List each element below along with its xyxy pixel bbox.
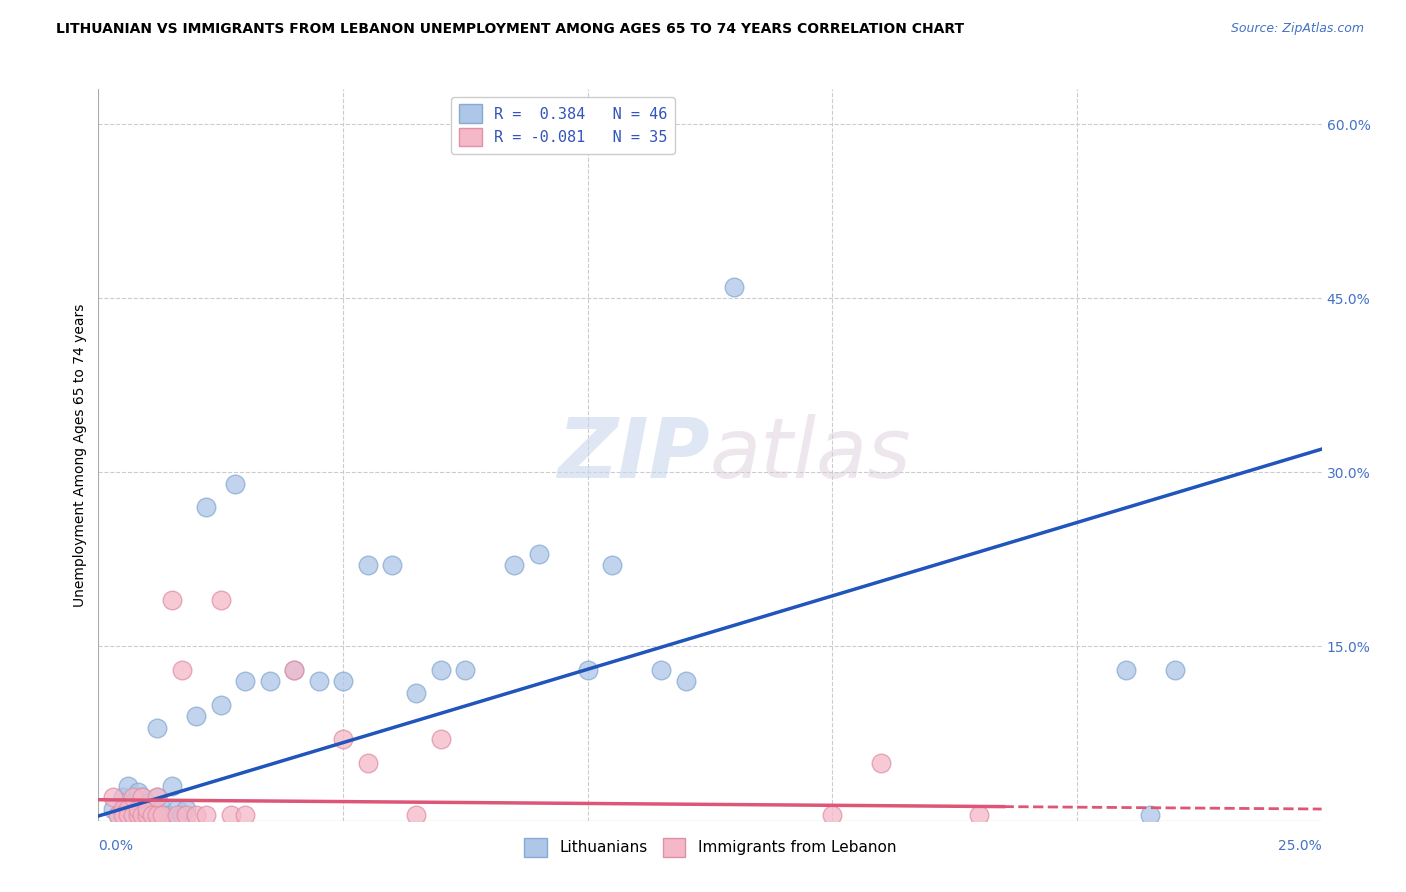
Point bbox=[308, 674, 330, 689]
Text: 25.0%: 25.0% bbox=[1278, 838, 1322, 853]
Point bbox=[117, 779, 139, 793]
Point bbox=[127, 802, 149, 816]
Point bbox=[166, 802, 188, 816]
Point bbox=[821, 807, 844, 822]
Point bbox=[176, 807, 198, 822]
Point bbox=[967, 807, 990, 822]
Point bbox=[117, 807, 139, 822]
Point bbox=[1115, 663, 1137, 677]
Point bbox=[170, 807, 193, 822]
Point bbox=[150, 802, 173, 816]
Point bbox=[195, 807, 218, 822]
Point bbox=[121, 807, 143, 822]
Point bbox=[332, 674, 354, 689]
Point bbox=[209, 593, 232, 607]
Point bbox=[503, 558, 526, 573]
Point bbox=[233, 674, 256, 689]
Point bbox=[111, 790, 134, 805]
Point bbox=[121, 807, 143, 822]
Point bbox=[117, 802, 139, 816]
Point bbox=[121, 790, 143, 805]
Point bbox=[160, 779, 183, 793]
Point bbox=[1139, 807, 1161, 822]
Point bbox=[209, 698, 232, 712]
Point bbox=[381, 558, 404, 573]
Point bbox=[146, 721, 169, 735]
Point bbox=[117, 802, 139, 816]
Point bbox=[870, 756, 893, 770]
Text: LITHUANIAN VS IMMIGRANTS FROM LEBANON UNEMPLOYMENT AMONG AGES 65 TO 74 YEARS COR: LITHUANIAN VS IMMIGRANTS FROM LEBANON UN… bbox=[56, 22, 965, 37]
Text: 0.0%: 0.0% bbox=[98, 838, 134, 853]
Point bbox=[430, 663, 453, 677]
Point bbox=[1164, 663, 1187, 677]
Point bbox=[107, 807, 129, 822]
Text: Source: ZipAtlas.com: Source: ZipAtlas.com bbox=[1230, 22, 1364, 36]
Point bbox=[127, 807, 149, 822]
Point bbox=[111, 802, 134, 816]
Point bbox=[111, 807, 134, 822]
Point bbox=[332, 732, 354, 747]
Point bbox=[146, 790, 169, 805]
Point bbox=[136, 802, 159, 816]
Point bbox=[131, 807, 153, 822]
Point bbox=[356, 756, 378, 770]
Point bbox=[356, 558, 378, 573]
Point bbox=[107, 807, 129, 822]
Point bbox=[176, 802, 198, 816]
Point bbox=[405, 807, 427, 822]
Text: atlas: atlas bbox=[710, 415, 911, 495]
Point bbox=[650, 663, 672, 677]
Point bbox=[156, 807, 179, 822]
Point bbox=[186, 807, 208, 822]
Point bbox=[121, 796, 143, 810]
Point bbox=[146, 807, 169, 822]
Point bbox=[186, 709, 208, 723]
Point bbox=[600, 558, 623, 573]
Point bbox=[150, 807, 173, 822]
Point bbox=[101, 790, 124, 805]
Point bbox=[723, 279, 745, 293]
Point bbox=[576, 663, 599, 677]
Point bbox=[224, 477, 246, 491]
Y-axis label: Unemployment Among Ages 65 to 74 years: Unemployment Among Ages 65 to 74 years bbox=[73, 303, 87, 607]
Point bbox=[131, 790, 153, 805]
Point bbox=[127, 784, 149, 798]
Point bbox=[675, 674, 697, 689]
Point bbox=[405, 686, 427, 700]
Legend: Lithuanians, Immigrants from Lebanon: Lithuanians, Immigrants from Lebanon bbox=[516, 830, 904, 864]
Point bbox=[146, 790, 169, 805]
Point bbox=[131, 790, 153, 805]
Point bbox=[141, 807, 163, 822]
Point bbox=[259, 674, 281, 689]
Point bbox=[136, 807, 159, 822]
Point bbox=[166, 807, 188, 822]
Point bbox=[131, 802, 153, 816]
Point bbox=[160, 593, 183, 607]
Point bbox=[454, 663, 477, 677]
Point bbox=[283, 663, 305, 677]
Text: ZIP: ZIP bbox=[557, 415, 710, 495]
Point bbox=[101, 802, 124, 816]
Point bbox=[219, 807, 242, 822]
Point bbox=[136, 796, 159, 810]
Point bbox=[136, 807, 159, 822]
Point bbox=[170, 663, 193, 677]
Point bbox=[283, 663, 305, 677]
Point bbox=[430, 732, 453, 747]
Point bbox=[141, 802, 163, 816]
Point bbox=[233, 807, 256, 822]
Point bbox=[195, 500, 218, 515]
Point bbox=[127, 802, 149, 816]
Point bbox=[527, 547, 550, 561]
